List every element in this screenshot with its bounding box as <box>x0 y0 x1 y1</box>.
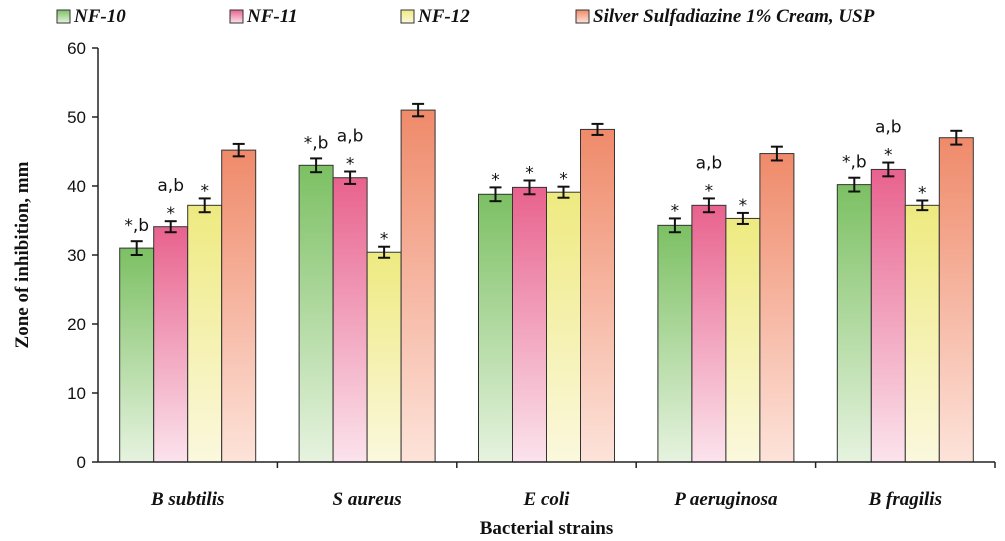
bar <box>580 128 615 463</box>
bar <box>657 224 693 463</box>
bar <box>870 168 906 463</box>
legend-label: NF-12 <box>417 6 470 27</box>
significance-label: a,b <box>337 127 364 147</box>
significance-label: a,b <box>157 176 184 196</box>
legend-swatch <box>575 9 590 24</box>
significance-label: * <box>491 170 500 190</box>
bar <box>512 186 547 463</box>
significance-label: * <box>559 170 568 190</box>
significance-label: * <box>918 183 927 203</box>
error-bars <box>130 102 963 259</box>
x-axis-title: Bacterial strains <box>480 518 614 539</box>
y-tick-label: 20 <box>67 315 86 334</box>
significance-label: *,b <box>124 216 149 236</box>
bar <box>119 247 155 463</box>
y-tick-label: 10 <box>67 384 86 403</box>
significance-label: * <box>525 163 534 183</box>
significance-label: * <box>671 201 680 221</box>
y-tick-label: 40 <box>67 177 86 196</box>
x-categories: B subtilis S aureus E coli P aeruginosa B fr… <box>150 462 996 510</box>
bar <box>836 184 872 463</box>
y-tick-label: 0 <box>77 453 86 472</box>
bar <box>221 149 257 463</box>
significance-label: * <box>166 204 175 224</box>
x-category-label: B fragilis <box>868 489 942 510</box>
x-category-label: B subtilis <box>150 489 224 510</box>
x-category-label: S aureus <box>333 489 402 510</box>
bar <box>478 193 513 463</box>
legend: NF-10 NF-11 NF-12 Silver Sulfadiazine 1% Cr… <box>56 6 875 27</box>
bar <box>187 204 223 463</box>
significance-label: * <box>884 146 893 166</box>
x-category-label: E coli <box>523 489 571 510</box>
legend-label: NF-10 <box>73 6 126 27</box>
legend-label: NF-11 <box>246 6 298 27</box>
significance-label: *,b <box>304 133 329 153</box>
bar <box>725 217 761 463</box>
bar <box>546 191 581 463</box>
y-ticks: 0 10 20 30 40 50 60 <box>67 39 98 472</box>
bar <box>153 226 189 463</box>
significance-label: * <box>705 181 714 201</box>
bar <box>400 109 436 463</box>
significance-label: * <box>380 230 389 250</box>
bar <box>366 251 402 463</box>
bars <box>119 109 974 463</box>
legend-label: Silver Sulfadiazine 1% Cream, USP <box>593 6 875 27</box>
significance-label: * <box>739 196 748 216</box>
x-category-label: P aeruginosa <box>673 489 778 510</box>
y-tick-label: 60 <box>67 39 86 58</box>
bar <box>904 204 940 463</box>
significance-label: * <box>346 155 355 175</box>
annotations: *,b * a,b * *,b * a,b * * * * * * a,b * *,b * a,b * <box>124 118 926 250</box>
significance-label: a,b <box>875 118 902 138</box>
significance-label: a,b <box>696 153 723 173</box>
bar <box>691 204 727 463</box>
bar <box>759 153 795 463</box>
significance-label: * <box>200 181 209 201</box>
significance-label: *,b <box>842 153 867 173</box>
bar <box>938 137 974 463</box>
legend-swatch <box>229 9 244 24</box>
legend-swatch <box>56 9 71 24</box>
bar <box>332 177 368 463</box>
legend-swatch <box>400 9 415 24</box>
y-axis-title: Zone of inhibition, mm <box>12 161 33 348</box>
y-tick-label: 30 <box>67 246 86 265</box>
bar <box>298 164 334 463</box>
y-tick-label: 50 <box>67 108 86 127</box>
